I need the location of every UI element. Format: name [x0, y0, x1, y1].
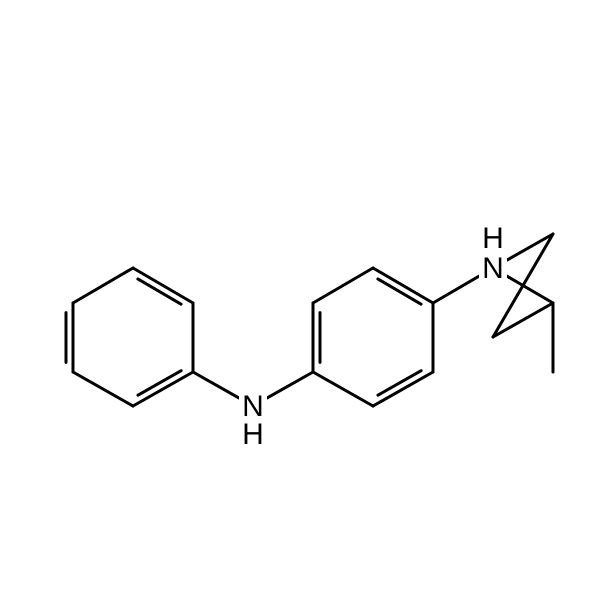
atom-h-label: H	[482, 222, 504, 255]
atom-label: N	[482, 252, 504, 285]
atom-h-label: H	[242, 418, 264, 451]
molecule-diagram: NHNH	[0, 0, 600, 600]
